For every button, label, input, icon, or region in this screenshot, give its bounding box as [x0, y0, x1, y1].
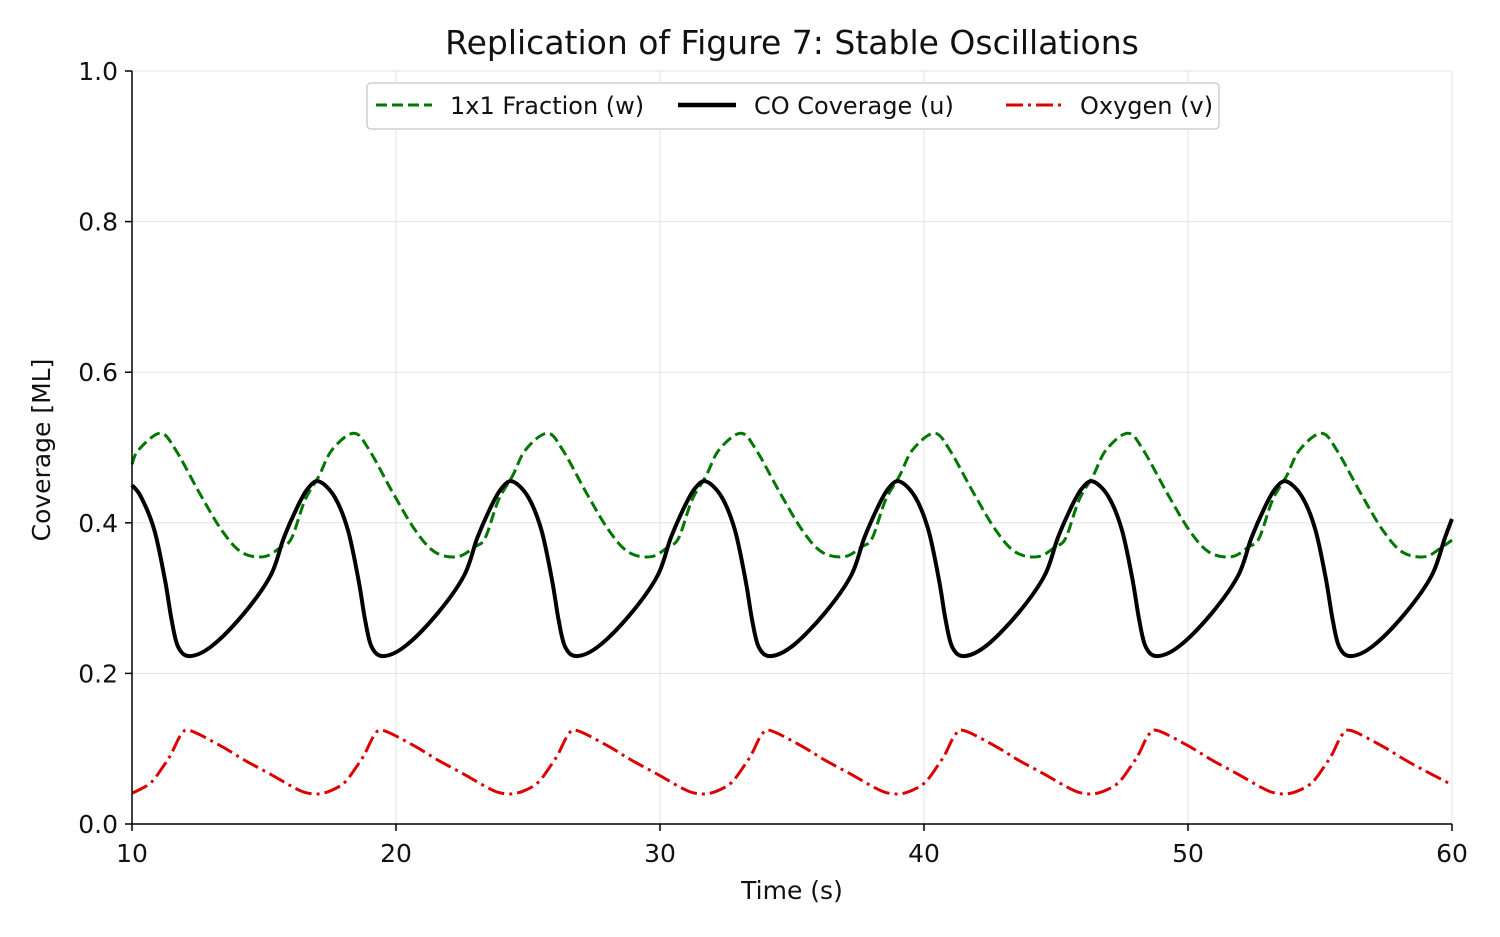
x-tick-label: 60 [1436, 839, 1468, 868]
series-line-v [131, 728, 1453, 796]
x-tick-label: 20 [380, 839, 412, 868]
series-line-u [130, 479, 1454, 659]
legend-label-w: 1x1 Fraction (w) [450, 92, 644, 120]
grid [131, 70, 1453, 825]
legend-label-v: Oxygen (v) [1080, 92, 1213, 120]
chart-title: Replication of Figure 7: Stable Oscillat… [445, 23, 1139, 62]
series-line-w [130, 431, 1453, 559]
series-lines [130, 431, 1454, 796]
y-tick-label: 1.0 [78, 57, 118, 86]
legend-box [366, 82, 1220, 130]
y-tick-label: 0.8 [78, 208, 118, 237]
legend-label-u: CO Coverage (u) [754, 92, 954, 120]
x-axis-label: Time (s) [740, 876, 843, 905]
y-tick-label: 0.6 [78, 358, 118, 387]
y-tick-label: 0.0 [78, 810, 118, 839]
x-tick-label: 50 [1172, 839, 1204, 868]
axes: 10 20 30 40 50 60 0.0 0.2 0.4 0.6 0.8 1.0 [78, 57, 1468, 868]
y-tick-label: 0.4 [78, 509, 118, 538]
x-tick-label: 30 [644, 839, 676, 868]
x-tick-label: 10 [116, 839, 148, 868]
legend: 1x1 Fraction (w) CO Coverage (u) Oxygen … [366, 82, 1220, 130]
x-tick-label: 40 [908, 839, 940, 868]
y-axis-label: Coverage [ML] [27, 359, 56, 542]
y-tick-label: 0.2 [78, 659, 118, 688]
